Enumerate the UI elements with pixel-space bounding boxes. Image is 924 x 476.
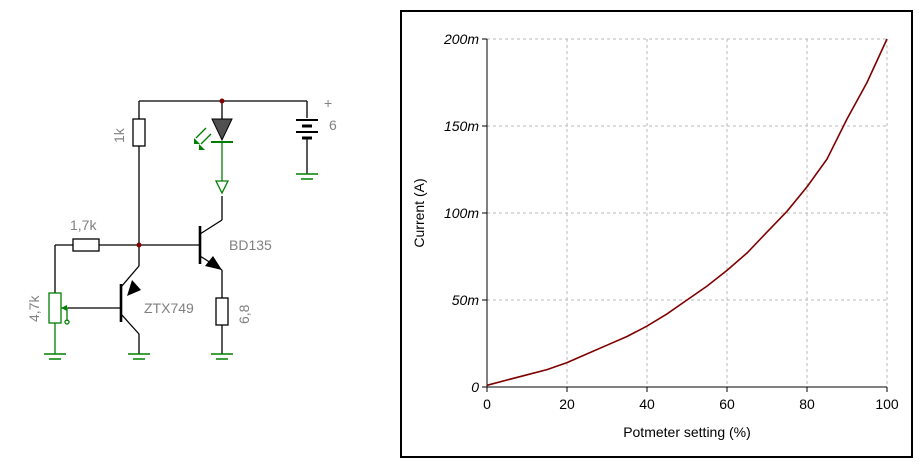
resistor-1k-label: 1k (111, 127, 127, 143)
q1-label: ZTX749 (144, 300, 194, 316)
x-tick-label: 0 (483, 396, 491, 412)
current-series-line (486, 38, 888, 387)
x-tick-label: 20 (559, 396, 575, 412)
current-plot: 0 20 40 60 80 100 0 50m 100m 150m 200m Potmeter se… (411, 31, 899, 440)
x-tick-label: 80 (799, 396, 815, 412)
resistor-1-7k (72, 238, 100, 252)
y-tick-label: 200m (443, 31, 479, 47)
q1-emitter-lead (120, 265, 140, 288)
y-tick-label: 0 (471, 379, 479, 395)
q1-emitter-arrow (127, 280, 141, 296)
resistor-1-7k-label: 1,7k (70, 217, 97, 233)
x-tick-label: 40 (639, 396, 655, 412)
junction-base (136, 242, 142, 248)
battery-value-label: 6 (329, 117, 337, 133)
potentiometer-4-7k (48, 292, 62, 324)
pot-wiper-terminal (64, 319, 70, 325)
x-tick-label: 100 (875, 396, 899, 412)
y-tick-label: 100m (444, 205, 479, 221)
led-ray-1 (195, 127, 207, 139)
led-ray-1-head (194, 138, 200, 144)
led-triangle (211, 118, 233, 142)
q2-collector-lead (199, 219, 223, 235)
current-plot-panel: 0 20 40 60 80 100 0 50m 100m 150m 200m Potmeter se… (400, 10, 913, 458)
led-ray-2-head (199, 144, 205, 150)
pot-wiper-arrow (61, 305, 67, 311)
current-probe-arrow (214, 180, 230, 195)
battery-plus-sign: + (324, 95, 332, 111)
led-ray-2 (200, 133, 212, 145)
resistor-6-8-label: 6,8 (236, 304, 252, 324)
resistor-6-8 (215, 297, 229, 326)
junction-top (219, 98, 225, 104)
resistor-1k (132, 118, 146, 147)
potentiometer-label: 4,7k (26, 295, 42, 322)
x-tick-label: 60 (719, 396, 735, 412)
q2-label: BD135 (229, 237, 272, 253)
y-tick-label: 150m (444, 118, 479, 134)
circuit-schematic: + 6 1k 1,7k 4,7k ZTX749 BD135 6,8 (0, 0, 390, 471)
x-axis-label: Potmeter setting (%) (623, 424, 751, 440)
y-tick-label: 50m (452, 292, 480, 308)
q2-emitter-arrow (205, 256, 222, 270)
y-axis-label: Current (A) (411, 178, 427, 247)
q1-collector-lead (120, 313, 140, 335)
